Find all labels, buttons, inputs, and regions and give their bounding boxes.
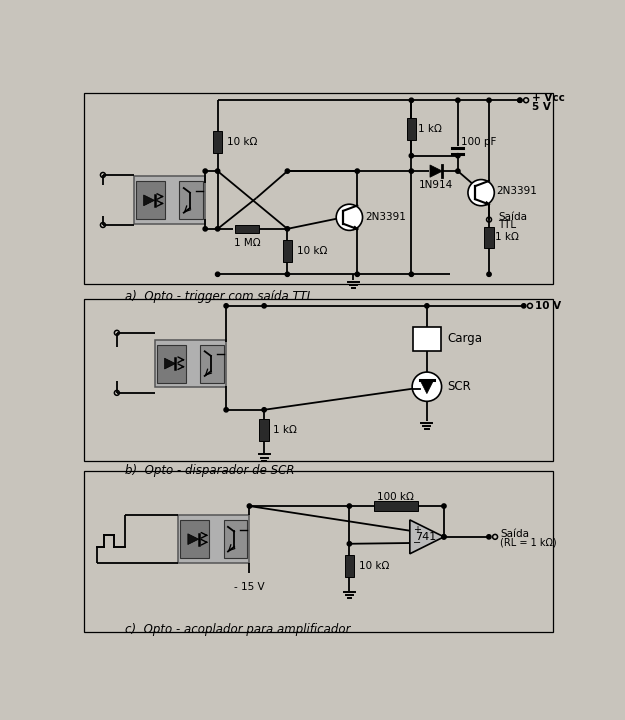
Text: TTL: TTL <box>498 220 516 230</box>
Circle shape <box>409 98 414 102</box>
Circle shape <box>285 227 289 231</box>
Bar <box>155 340 226 387</box>
Circle shape <box>456 98 460 102</box>
Circle shape <box>456 169 460 174</box>
Bar <box>213 131 222 153</box>
Text: 5 V: 5 V <box>531 102 551 112</box>
Text: −: − <box>413 539 421 549</box>
Circle shape <box>216 227 220 231</box>
Circle shape <box>409 272 414 276</box>
Circle shape <box>336 204 362 230</box>
Bar <box>157 344 186 383</box>
Bar <box>84 93 553 284</box>
Text: 1 MΩ: 1 MΩ <box>234 238 261 248</box>
Circle shape <box>262 304 266 308</box>
Polygon shape <box>430 165 442 177</box>
Circle shape <box>442 504 446 508</box>
Polygon shape <box>410 520 444 554</box>
Text: 1 kΩ: 1 kΩ <box>418 124 441 134</box>
Text: + Vcc: + Vcc <box>531 93 564 103</box>
Circle shape <box>487 98 491 102</box>
Circle shape <box>518 98 522 102</box>
Text: Carga: Carga <box>447 333 482 346</box>
Polygon shape <box>420 379 434 394</box>
Circle shape <box>224 304 228 308</box>
Text: 10 V: 10 V <box>536 301 561 311</box>
Bar <box>374 501 418 510</box>
Bar <box>224 520 247 558</box>
Text: 10 kΩ: 10 kΩ <box>227 137 258 147</box>
Circle shape <box>285 169 289 174</box>
Bar <box>200 344 224 383</box>
Circle shape <box>248 504 252 508</box>
Circle shape <box>409 153 414 158</box>
Circle shape <box>355 272 359 276</box>
Circle shape <box>456 153 460 158</box>
Text: SCR: SCR <box>447 380 471 393</box>
Bar <box>234 225 259 233</box>
Bar <box>282 240 292 262</box>
Circle shape <box>224 408 228 412</box>
Text: b)  Opto - disparador de SCR: b) Opto - disparador de SCR <box>124 464 294 477</box>
Text: 10 kΩ: 10 kΩ <box>297 246 327 256</box>
Circle shape <box>487 535 491 539</box>
Text: Saída: Saída <box>498 212 528 222</box>
Circle shape <box>216 272 220 276</box>
Circle shape <box>409 169 414 174</box>
Circle shape <box>518 98 522 102</box>
Bar <box>407 118 416 140</box>
Circle shape <box>348 541 351 546</box>
Bar <box>179 181 203 220</box>
Text: 1N914: 1N914 <box>419 180 453 190</box>
Text: a)  Opto - trigger com saída TTL: a) Opto - trigger com saída TTL <box>124 289 313 302</box>
Circle shape <box>216 169 220 174</box>
Circle shape <box>468 179 494 206</box>
Text: 10 kΩ: 10 kΩ <box>359 561 389 571</box>
Polygon shape <box>164 359 176 369</box>
Text: 1 kΩ: 1 kΩ <box>495 233 519 243</box>
Circle shape <box>203 227 208 231</box>
Circle shape <box>522 304 526 308</box>
Polygon shape <box>188 534 199 544</box>
Circle shape <box>348 504 351 508</box>
Text: - 15 V: - 15 V <box>234 582 265 592</box>
Text: Saída: Saída <box>501 528 529 539</box>
Circle shape <box>203 169 208 174</box>
Bar <box>136 181 165 220</box>
Text: 2N3391: 2N3391 <box>497 186 538 196</box>
Circle shape <box>285 272 289 276</box>
Circle shape <box>442 535 446 539</box>
Circle shape <box>487 272 491 276</box>
Text: 100 kΩ: 100 kΩ <box>378 492 414 502</box>
Bar <box>178 516 249 563</box>
Circle shape <box>355 169 359 174</box>
Bar <box>134 176 205 224</box>
Bar <box>413 327 441 351</box>
Bar <box>259 419 269 441</box>
Bar <box>345 555 354 577</box>
Circle shape <box>442 535 446 539</box>
Text: +: + <box>414 526 421 536</box>
Text: 741: 741 <box>415 532 436 542</box>
Bar <box>181 520 209 558</box>
Text: c)  Opto - acoplador para amplificador: c) Opto - acoplador para amplificador <box>124 623 350 636</box>
Circle shape <box>262 408 266 412</box>
Circle shape <box>412 372 442 401</box>
Bar <box>84 472 553 631</box>
Bar <box>84 299 553 461</box>
Text: 2N3391: 2N3391 <box>365 212 406 222</box>
Circle shape <box>425 304 429 308</box>
Text: 1 kΩ: 1 kΩ <box>273 425 298 435</box>
Bar <box>484 227 494 248</box>
Text: 100 pF: 100 pF <box>461 137 496 147</box>
Text: (RL = 1 kΩ): (RL = 1 kΩ) <box>501 537 557 547</box>
Polygon shape <box>144 195 154 206</box>
